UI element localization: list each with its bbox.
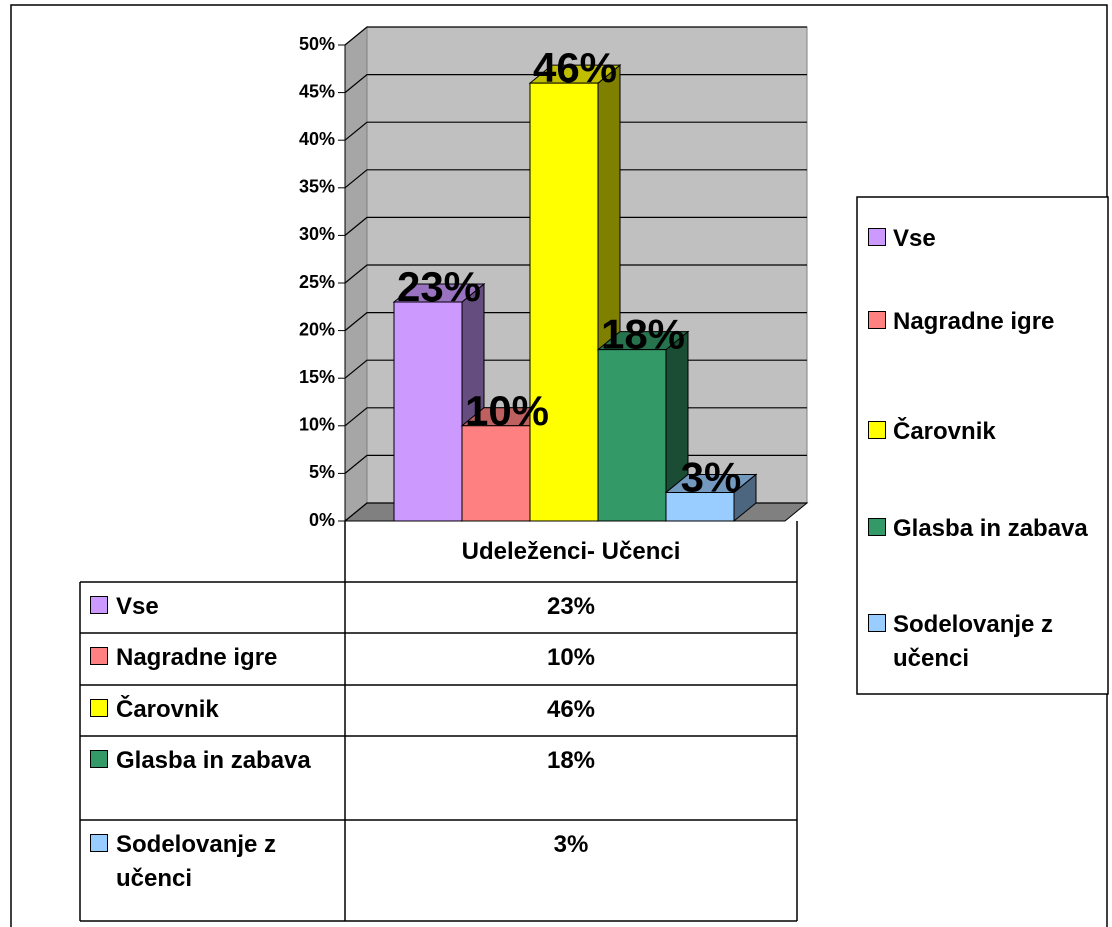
table-row-label: Sodelovanje z učenci: [116, 831, 277, 892]
bar: [596, 330, 690, 523]
category-label: Udeleženci- Učenci: [461, 538, 681, 565]
legend-key: [868, 614, 886, 632]
legend-label: Nagradne igre: [893, 308, 1055, 335]
table-value: 23%: [546, 593, 596, 620]
data-label: 3%: [681, 454, 742, 501]
bar: [664, 473, 758, 523]
table-row-label: Nagradne igre: [116, 644, 278, 671]
data-label: 46%: [533, 44, 617, 91]
y-tick-label: 15%: [299, 367, 335, 387]
y-tick-label: 50%: [299, 34, 335, 54]
y-tick-label: 40%: [299, 129, 335, 149]
bar-front: [461, 425, 531, 522]
table-value: 46%: [546, 696, 596, 723]
legend-label: Sodelovanje z učenci: [893, 611, 1054, 672]
legend-label: Vse: [893, 225, 936, 252]
table-key: [90, 834, 108, 852]
bar-front: [393, 301, 463, 522]
table-value: 10%: [546, 644, 596, 671]
table-key: [90, 596, 108, 614]
bar-front: [529, 82, 599, 522]
y-tick-label: 10%: [299, 415, 335, 435]
table-key: [90, 750, 108, 768]
grid-line: [344, 312, 807, 332]
data-label: 18%: [601, 311, 685, 358]
table-key: [90, 647, 108, 665]
grid-line: [344, 169, 807, 189]
grid-line: [344, 216, 807, 236]
legend-key: [868, 228, 886, 246]
grid-line: [344, 121, 807, 141]
y-tick-label: 5%: [309, 462, 335, 482]
data-label: 23%: [397, 263, 481, 310]
legend-key: [868, 518, 886, 536]
legend-label: Glasba in zabava: [893, 515, 1088, 542]
table-row-label: Vse: [116, 593, 159, 620]
legend-box: [856, 196, 1109, 695]
legend-key: [868, 421, 886, 439]
table-value: 18%: [546, 747, 596, 774]
bar-front: [665, 491, 735, 522]
data-label: 10%: [465, 387, 549, 434]
y-tick-label: 0%: [309, 510, 335, 530]
y-tick-label: 35%: [299, 177, 335, 197]
grid-line: [344, 26, 807, 46]
y-tick-label: 30%: [299, 224, 335, 244]
table-value: 3%: [553, 831, 589, 858]
y-tick-label: 20%: [299, 319, 335, 339]
bar-front: [597, 349, 667, 522]
y-tick-label: 45%: [299, 81, 335, 101]
legend-key: [868, 311, 886, 329]
table-row-label: Glasba in zabava: [116, 747, 311, 774]
grid-line: [344, 73, 807, 94]
grid-line: [344, 264, 807, 284]
y-tick-label: 25%: [299, 272, 335, 292]
legend-label: Čarovnik: [893, 418, 996, 445]
table-row-label: Čarovnik: [116, 696, 219, 723]
table-key: [90, 699, 108, 717]
